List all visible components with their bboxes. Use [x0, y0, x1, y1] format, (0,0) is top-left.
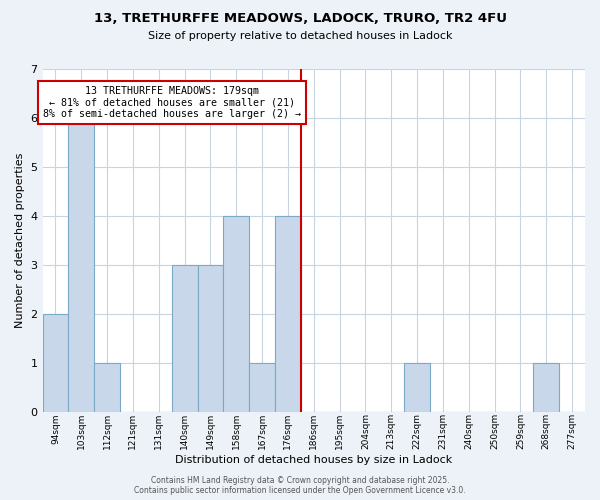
Bar [223, 216, 249, 412]
Bar [43, 314, 68, 412]
Text: 13 TRETHURFFE MEADOWS: 179sqm
← 81% of detached houses are smaller (21)
8% of se: 13 TRETHURFFE MEADOWS: 179sqm ← 81% of d… [43, 86, 301, 120]
Bar [249, 362, 275, 412]
X-axis label: Distribution of detached houses by size in Ladock: Distribution of detached houses by size … [175, 455, 452, 465]
Y-axis label: Number of detached properties: Number of detached properties [15, 152, 25, 328]
Bar [275, 216, 301, 412]
Bar [94, 362, 120, 412]
Bar [172, 265, 197, 412]
Bar [404, 362, 430, 412]
Bar [197, 265, 223, 412]
Bar [533, 362, 559, 412]
Text: Size of property relative to detached houses in Ladock: Size of property relative to detached ho… [148, 31, 452, 41]
Text: 13, TRETHURFFE MEADOWS, LADOCK, TRURO, TR2 4FU: 13, TRETHURFFE MEADOWS, LADOCK, TRURO, T… [94, 12, 506, 26]
Text: Contains HM Land Registry data © Crown copyright and database right 2025.
Contai: Contains HM Land Registry data © Crown c… [134, 476, 466, 495]
Bar [68, 118, 94, 412]
